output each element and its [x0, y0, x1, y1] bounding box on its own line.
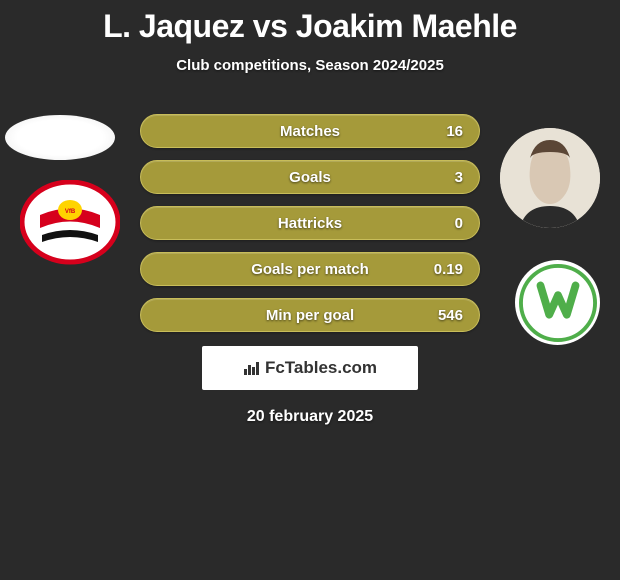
stat-label: Hattricks [278, 215, 342, 232]
page-title: L. Jaquez vs Joakim Maehle [0, 0, 620, 45]
brand-label: FcTables.com [265, 358, 377, 378]
stat-label: Goals per match [251, 261, 369, 278]
stat-value-right: 0 [455, 215, 463, 232]
stat-value-right: 16 [446, 123, 463, 140]
stat-value-right: 0.19 [434, 261, 463, 278]
stats-container: Matches 16 Goals 3 Hattricks 0 Goals per… [140, 114, 480, 332]
stat-value-right: 546 [438, 307, 463, 324]
date: 20 february 2025 [0, 408, 620, 426]
brand-text: FcTables.com [243, 358, 377, 378]
stat-label: Min per goal [266, 307, 354, 324]
brand-box: FcTables.com [202, 346, 418, 390]
stat-value-right: 3 [455, 169, 463, 186]
stat-row-min-per-goal: Min per goal 546 [140, 298, 480, 332]
player-right-avatar [500, 128, 600, 228]
stat-label: Matches [280, 123, 340, 140]
stat-row-goals: Goals 3 [140, 160, 480, 194]
svg-text:VfB: VfB [65, 209, 76, 215]
stat-row-goals-per-match: Goals per match 0.19 [140, 252, 480, 286]
stat-label: Goals [289, 169, 331, 186]
stat-row-matches: Matches 16 [140, 114, 480, 148]
club-crest-left: VfB [20, 180, 120, 265]
player-left-avatar [5, 115, 115, 160]
club-crest-right [515, 260, 600, 345]
subtitle: Club competitions, Season 2024/2025 [0, 57, 620, 74]
chart-icon [243, 360, 261, 376]
stat-row-hattricks: Hattricks 0 [140, 206, 480, 240]
